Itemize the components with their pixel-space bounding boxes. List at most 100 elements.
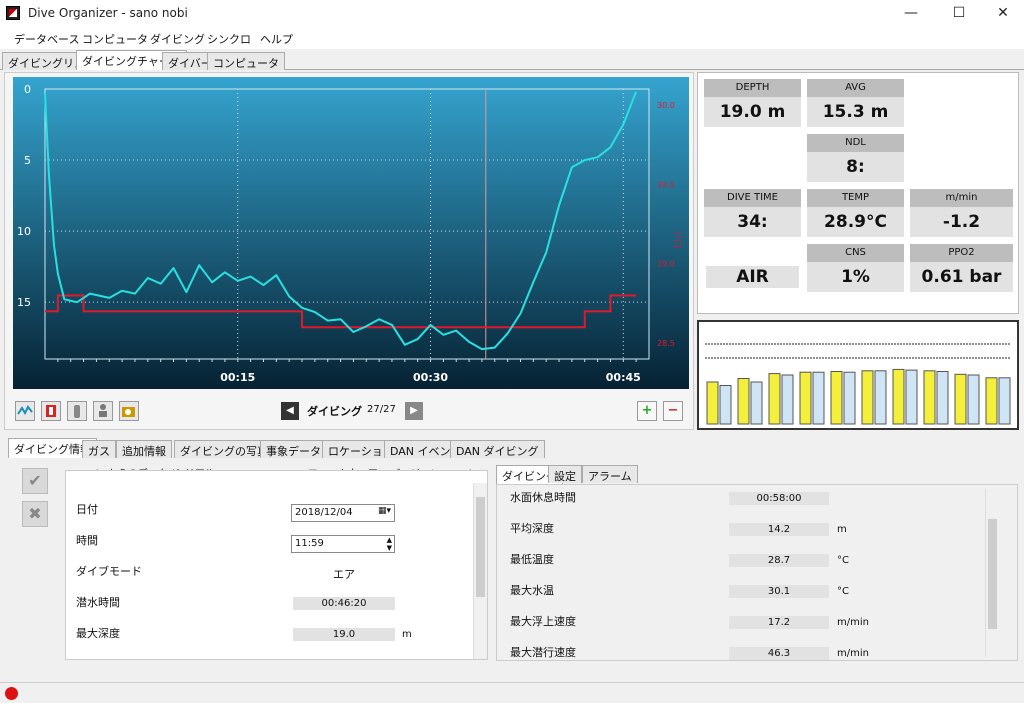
cross-icon[interactable]: ✖ <box>22 501 48 527</box>
detail-label: 最大浮上速度 <box>510 615 576 628</box>
temp-value: 28.9°C <box>807 207 904 237</box>
zoom-out-button[interactable]: − <box>663 401 683 421</box>
dive-time-label: DIVE TIME <box>704 189 801 207</box>
tab-computer[interactable]: コンピュータ <box>207 52 285 70</box>
menu-sync[interactable]: シンクロ <box>207 33 251 46</box>
info-tab-6[interactable]: DAN イベント <box>384 440 468 458</box>
tab-diver[interactable]: ダイバー <box>162 52 218 70</box>
title-bar: Dive Organizer - sano nobi — ☐ ✕ <box>0 0 1024 27</box>
max-depth-unit: m <box>402 629 412 640</box>
info-tab-4[interactable]: 事象データ <box>260 440 327 458</box>
ppo2-value: 0.61 bar <box>910 262 1013 292</box>
detail-value: 28.7 <box>729 554 829 567</box>
time-label: 時間 <box>76 534 98 547</box>
tissue-bar-yellow <box>954 373 967 425</box>
depth-tick-label: 5 <box>24 154 31 167</box>
chart-panel: 0 5 10 15 00:15 00:30 00:45 30.0 29.5 29.0 28.5 [°C… <box>4 72 694 430</box>
tissue-bar-blue <box>719 385 732 425</box>
profile-icon[interactable] <box>15 401 35 421</box>
info-tab-0[interactable]: ダイビング情報 <box>8 438 97 458</box>
dive-mode-label: ダイブモード <box>76 565 142 578</box>
tissue-bar-blue <box>905 369 918 425</box>
left-scrollbar[interactable] <box>473 483 487 659</box>
info-tab-1[interactable]: ガス <box>82 440 116 458</box>
menu-bar: データベース コンピュータ ダイビング シンクロ ヘルプ <box>0 27 1024 49</box>
diver-icon[interactable] <box>93 401 113 421</box>
avg-label: AVG <box>807 79 904 97</box>
detail-label: 最大潜行速度 <box>510 646 576 659</box>
menu-diving[interactable]: ダイビング <box>150 33 205 46</box>
app-icon <box>6 6 20 20</box>
time-input[interactable]: 11:59 ▲ ▼ <box>291 535 395 553</box>
tissue-bar-yellow <box>768 373 781 425</box>
max-depth-value: 19.0 <box>293 628 395 641</box>
dive-profile-chart[interactable]: 0 5 10 15 00:15 00:30 00:45 30.0 29.5 29.0 28.5 [°C… <box>13 77 689 389</box>
info-tab-3[interactable]: ダイビングの写真 <box>174 440 274 458</box>
tissue-bar-yellow <box>892 368 905 425</box>
date-picker[interactable]: 2018/12/04 ▦▾ <box>291 504 395 522</box>
calendar-icon[interactable]: ▦▾ <box>377 506 391 516</box>
time-tick-label: 00:30 <box>413 371 448 384</box>
tissue-saturation-panel <box>697 320 1019 430</box>
temperature-line <box>45 294 637 329</box>
tissue-bar-blue <box>750 381 763 425</box>
menu-computer[interactable]: コンピュータ <box>82 33 148 46</box>
depth-line <box>44 91 638 351</box>
info-tab-2[interactable]: 追加情報 <box>116 440 172 458</box>
next-dive-button[interactable]: ▶ <box>405 402 423 420</box>
tissue-bar-chart <box>705 343 1011 425</box>
detail-unit: °C <box>837 555 849 566</box>
avg-cell: AVG 15.3 m <box>807 79 904 127</box>
detail-unit: m <box>837 524 847 535</box>
tissue-bar-yellow <box>861 370 874 425</box>
right-scrollbar[interactable] <box>985 489 999 657</box>
detail-label: 最大水温 <box>510 584 554 597</box>
temp-tick-label: 30.0 <box>657 101 675 110</box>
rate-label: m/min <box>910 189 1013 207</box>
temperature-icon[interactable] <box>41 401 61 421</box>
maximize-icon[interactable]: ☐ <box>952 5 966 21</box>
cns-value: 1% <box>807 262 904 292</box>
depth-tick-label: 15 <box>17 296 31 309</box>
detail-tab-0[interactable]: ダイビング <box>496 465 563 485</box>
detail-tab-1[interactable]: 設定 <box>548 465 582 483</box>
nav-label: ダイビング <box>307 405 362 418</box>
close-icon[interactable]: ✕ <box>997 5 1009 21</box>
right-scroll-thumb[interactable] <box>988 519 997 629</box>
detail-value: 30.1 <box>729 585 829 598</box>
temp-tick-label: 29.0 <box>657 260 675 269</box>
dive-profile-svg: 0 5 10 15 00:15 00:30 00:45 30.0 29.5 29.0 28.5 [°C… <box>13 77 689 389</box>
temp-tick-label: 29.5 <box>657 180 675 189</box>
detail-tab-2[interactable]: アラーム <box>582 465 638 483</box>
ndl-cell: NDL 8: <box>807 134 904 182</box>
dive-stats-panel: DEPTH 19.0 m AVG 15.3 m NDL 8: DIVE TIME… <box>697 72 1019 314</box>
duration-value: 00:46:20 <box>293 597 395 610</box>
dive-detail-panel: 水面休息時間 00:58:00 平均深度 14.2 m 最低温度 28.7 °C 最大水温 30.… <box>496 484 1018 661</box>
menu-database[interactable]: データベース <box>14 33 80 46</box>
duration-label: 潜水時間 <box>76 596 120 609</box>
menu-help[interactable]: ヘルプ <box>260 33 293 46</box>
left-scroll-thumb[interactable] <box>476 497 485 597</box>
detail-unit: m/min <box>837 648 869 659</box>
photo-icon[interactable] <box>119 401 139 421</box>
ndl-value: 8: <box>807 152 904 182</box>
tab-dive-chart[interactable]: ダイビングチャート <box>76 50 187 70</box>
depth-cell: DEPTH 19.0 m <box>704 79 801 127</box>
spinner-icon[interactable]: ▲ ▼ <box>386 536 392 552</box>
info-tab-7[interactable]: DAN ダイビング <box>450 440 545 458</box>
check-icon[interactable]: ✔ <box>22 468 48 494</box>
tissue-bar-yellow <box>706 381 719 425</box>
minimize-icon[interactable]: — <box>904 5 918 21</box>
window-title: Dive Organizer - sano nobi <box>28 6 188 20</box>
zoom-in-button[interactable]: + <box>637 401 657 421</box>
tissue-bar-blue <box>874 370 887 425</box>
info-tab-5[interactable]: ロケーション <box>322 440 400 458</box>
gas-value: AIR <box>706 266 799 288</box>
tissue-bar-yellow <box>799 371 812 425</box>
prev-dive-button[interactable]: ◀ <box>281 402 299 420</box>
tank-icon[interactable] <box>67 401 87 421</box>
detail-value: 00:58:00 <box>729 492 829 505</box>
temp-tick-label: 28.5 <box>657 339 675 348</box>
dive-counter: 27/27 <box>367 404 396 415</box>
tissue-bar-blue <box>812 371 825 425</box>
